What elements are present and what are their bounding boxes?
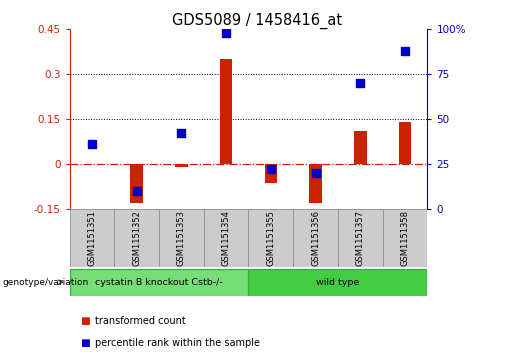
- Text: GSM1151356: GSM1151356: [311, 210, 320, 266]
- FancyBboxPatch shape: [70, 209, 114, 267]
- Text: wild type: wild type: [316, 278, 359, 287]
- Bar: [399, 122, 411, 164]
- FancyBboxPatch shape: [114, 209, 159, 267]
- Bar: [310, 164, 322, 203]
- Text: percentile rank within the sample: percentile rank within the sample: [95, 338, 260, 348]
- FancyBboxPatch shape: [293, 209, 338, 267]
- Text: GSM1151354: GSM1151354: [221, 210, 231, 266]
- Point: [267, 166, 275, 172]
- FancyBboxPatch shape: [248, 269, 427, 296]
- Text: ■: ■: [80, 338, 90, 348]
- Bar: [220, 59, 232, 164]
- FancyBboxPatch shape: [70, 269, 248, 296]
- Text: cystatin B knockout Cstb-/-: cystatin B knockout Cstb-/-: [95, 278, 223, 287]
- Bar: [130, 164, 143, 203]
- Text: ■: ■: [80, 316, 90, 326]
- FancyBboxPatch shape: [159, 209, 204, 267]
- Point: [177, 130, 185, 136]
- Text: GSM1151351: GSM1151351: [88, 210, 96, 266]
- Bar: [175, 164, 187, 167]
- Text: GSM1151355: GSM1151355: [266, 210, 276, 266]
- FancyBboxPatch shape: [383, 209, 427, 267]
- Point: [222, 30, 230, 36]
- Text: genotype/variation: genotype/variation: [3, 278, 89, 287]
- Point: [312, 170, 320, 176]
- Point: [356, 80, 365, 86]
- FancyBboxPatch shape: [338, 209, 383, 267]
- Point: [132, 188, 141, 194]
- Text: GSM1151353: GSM1151353: [177, 210, 186, 266]
- Bar: [265, 164, 277, 183]
- Point: [88, 141, 96, 147]
- FancyBboxPatch shape: [248, 209, 293, 267]
- Point: [401, 48, 409, 53]
- Bar: [354, 131, 367, 164]
- Text: GSM1151357: GSM1151357: [356, 210, 365, 266]
- Text: GSM1151358: GSM1151358: [401, 210, 409, 266]
- FancyBboxPatch shape: [204, 209, 248, 267]
- Text: transformed count: transformed count: [95, 316, 186, 326]
- Text: GDS5089 / 1458416_at: GDS5089 / 1458416_at: [173, 13, 342, 29]
- Text: GSM1151352: GSM1151352: [132, 210, 141, 266]
